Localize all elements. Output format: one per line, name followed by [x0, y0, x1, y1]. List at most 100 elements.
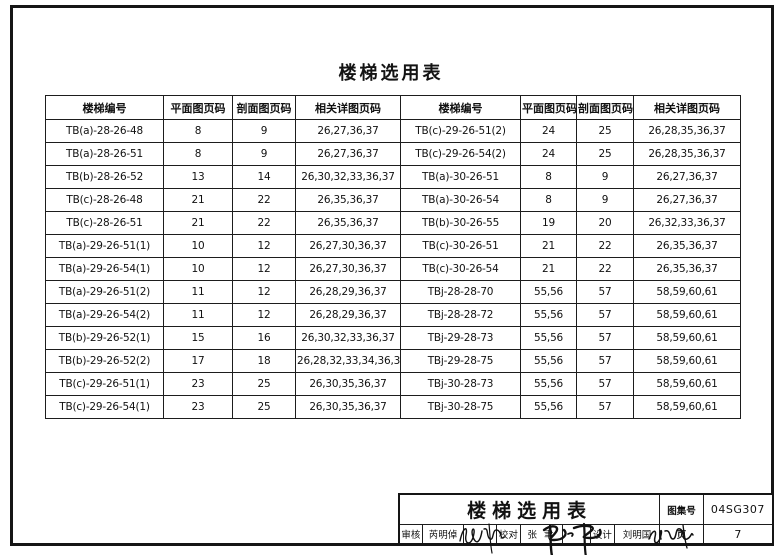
stair-code-cell: TB(a)-29-26-51(1)	[45, 234, 164, 258]
page-number-cell: 57	[576, 372, 634, 396]
page-number-cell: 23	[163, 395, 233, 419]
page-number-cell: 22	[232, 211, 296, 235]
stair-code-cell: TB(a)-29-26-54(1)	[45, 257, 164, 281]
stair-code-cell: TB(b)-30-26-55	[400, 211, 521, 235]
review-label: 审核	[400, 525, 423, 543]
page-number-cell: 12	[232, 257, 296, 281]
stair-code-cell: TB(c)-29-26-51(2)	[400, 119, 521, 143]
table-row: TB(b)-29-26-52(1) 15 16 26,30,32,33,36,37 TB…	[45, 326, 741, 350]
title-block: 楼梯选用表 图集号 04SG307 审核 芮明倬 校对 张 聿 设计 刘明国 页…	[398, 493, 774, 545]
stair-code-cell: TB(a)-30-26-51	[400, 165, 521, 189]
page-number-value: 7	[734, 527, 742, 541]
page-number-cell: 8	[163, 142, 233, 166]
page-number-cell: 57	[576, 326, 634, 350]
page-number-cell: 57	[576, 280, 634, 304]
stair-code-cell: TBj-29-28-75	[400, 349, 521, 373]
stair-code-cell: TB(c)-28-26-51	[45, 211, 164, 235]
page-number-cell: 25	[576, 142, 634, 166]
reviewer-signature-cell	[464, 525, 497, 543]
page-number-cell: 9	[576, 165, 634, 189]
page-number-cell: 58,59,60,61	[633, 326, 741, 350]
table-header-cell: 剖面图页码	[232, 95, 296, 120]
page-number-cell: 57	[576, 349, 634, 373]
page-number-cell: 26,28,29,36,37	[295, 280, 401, 304]
stair-code-cell: TBj-28-28-70	[400, 280, 521, 304]
page-number-cell: 19	[520, 211, 577, 235]
designer-name: 刘明国	[615, 525, 661, 543]
page-number-cell: 26,27,30,36,37	[295, 234, 401, 258]
stair-code-cell: TB(c)-28-26-48	[45, 188, 164, 212]
page-number-cell: 9	[232, 119, 296, 143]
page-number-cell: 57	[576, 303, 634, 327]
page-number-cell: 58,59,60,61	[633, 372, 741, 396]
page-number-cell: 8	[163, 119, 233, 143]
page-number-cell: 11	[163, 280, 233, 304]
page-number-cell: 55,56	[520, 326, 577, 350]
stair-code-cell: TB(c)-30-26-51	[400, 234, 521, 258]
page-number-cell: 23	[163, 372, 233, 396]
page-number-cell: 9	[576, 188, 634, 212]
design-label: 设计	[591, 525, 615, 543]
page-number-cell: 22	[232, 188, 296, 212]
page-number-cell: 24	[520, 119, 577, 143]
page-number-cell: 10	[163, 234, 233, 258]
page-number-cell: 21	[163, 211, 233, 235]
page-number-cell: 26,28,29,36,37	[295, 303, 401, 327]
stair-code-cell: TB(c)-30-26-54	[400, 257, 521, 281]
page-number-cell: 26,35,36,37	[295, 188, 401, 212]
page-number-cell: 9	[232, 142, 296, 166]
stair-code-cell: TB(c)-29-26-51(1)	[45, 372, 164, 396]
table-row: TB(c)-28-26-48 21 22 26,35,36,37 TB(a)-30-26…	[45, 188, 741, 212]
atlas-number-value: 04SG307	[703, 495, 773, 525]
page-number-cell: 26,30,32,33,36,37	[295, 326, 401, 350]
page-number-cell: 25	[232, 395, 296, 419]
page-number-cell: 57	[576, 395, 634, 419]
table-row: TB(a)-28-26-51 8 9 26,27,36,37 TB(c)-29-26-5…	[45, 142, 741, 166]
page-number-cell: 12	[232, 303, 296, 327]
stair-code-cell: TB(a)-29-26-54(2)	[45, 303, 164, 327]
page-label: 页	[660, 525, 704, 543]
page-number-cell: 20	[576, 211, 634, 235]
stair-selection-table: 楼梯编号 平面图页码 剖面图页码 相关详图页码 楼梯编号 平面图页码 剖面图页码 相关详图页码…	[45, 95, 741, 419]
page-number-cell: 18	[232, 349, 296, 373]
stair-code-cell: TB(a)-30-26-54	[400, 188, 521, 212]
page-number-cell: 26,32,33,36,37	[633, 211, 741, 235]
page-number-cell: 25	[576, 119, 634, 143]
page-number-cell: 8	[520, 165, 577, 189]
page-number-cell: 22	[576, 234, 634, 258]
table-row: TB(a)-29-26-51(1) 10 12 26,27,30,36,37 TB(c)…	[45, 234, 741, 258]
page-number-cell: 26,35,36,37	[633, 234, 741, 258]
page-number-cell: 55,56	[520, 280, 577, 304]
page-number-cell: 25	[232, 372, 296, 396]
stair-code-cell: TB(a)-29-26-51(2)	[45, 280, 164, 304]
page-number-cell: 10	[163, 257, 233, 281]
table-header-cell: 楼梯编号	[45, 95, 164, 120]
page-number-cell: 58,59,60,61	[633, 349, 741, 373]
page-number-cell: 13	[163, 165, 233, 189]
stair-code-cell: TB(b)-29-26-52(2)	[45, 349, 164, 373]
table-row: TB(a)-29-26-51(2) 11 12 26,28,29,36,37 TBj-2…	[45, 280, 741, 304]
table-row: TB(c)-28-26-51 21 22 26,35,36,37 TB(b)-30-26…	[45, 211, 741, 235]
table-header-cell: 平面图页码	[520, 95, 577, 120]
stair-code-cell: TBj-29-28-73	[400, 326, 521, 350]
table-header-cell: 平面图页码	[163, 95, 233, 120]
page-number-cell: 26,28,35,36,37	[633, 142, 741, 166]
page-number-cell: 26,35,36,37	[633, 257, 741, 281]
check-label: 校对	[497, 525, 521, 543]
page-number-cell: 26,28,35,36,37	[633, 119, 741, 143]
page-number-cell: 26,27,36,37	[633, 188, 741, 212]
checker-signature-cell	[563, 525, 591, 543]
table-header-cell: 剖面图页码	[576, 95, 634, 120]
page-number-cell: 15	[163, 326, 233, 350]
stair-code-cell: TB(a)-28-26-51	[45, 142, 164, 166]
checker-name: 张 聿	[521, 525, 564, 543]
stair-code-cell: TBj-30-28-75	[400, 395, 521, 419]
page-number-cell: 58,59,60,61	[633, 395, 741, 419]
page-number-cell: 55,56	[520, 303, 577, 327]
page-number-cell: 21	[520, 234, 577, 258]
page-number-cell: 17	[163, 349, 233, 373]
page-number-cell: 14	[232, 165, 296, 189]
page-number-cell: 11	[163, 303, 233, 327]
page-number-cell: 26,35,36,37	[295, 211, 401, 235]
